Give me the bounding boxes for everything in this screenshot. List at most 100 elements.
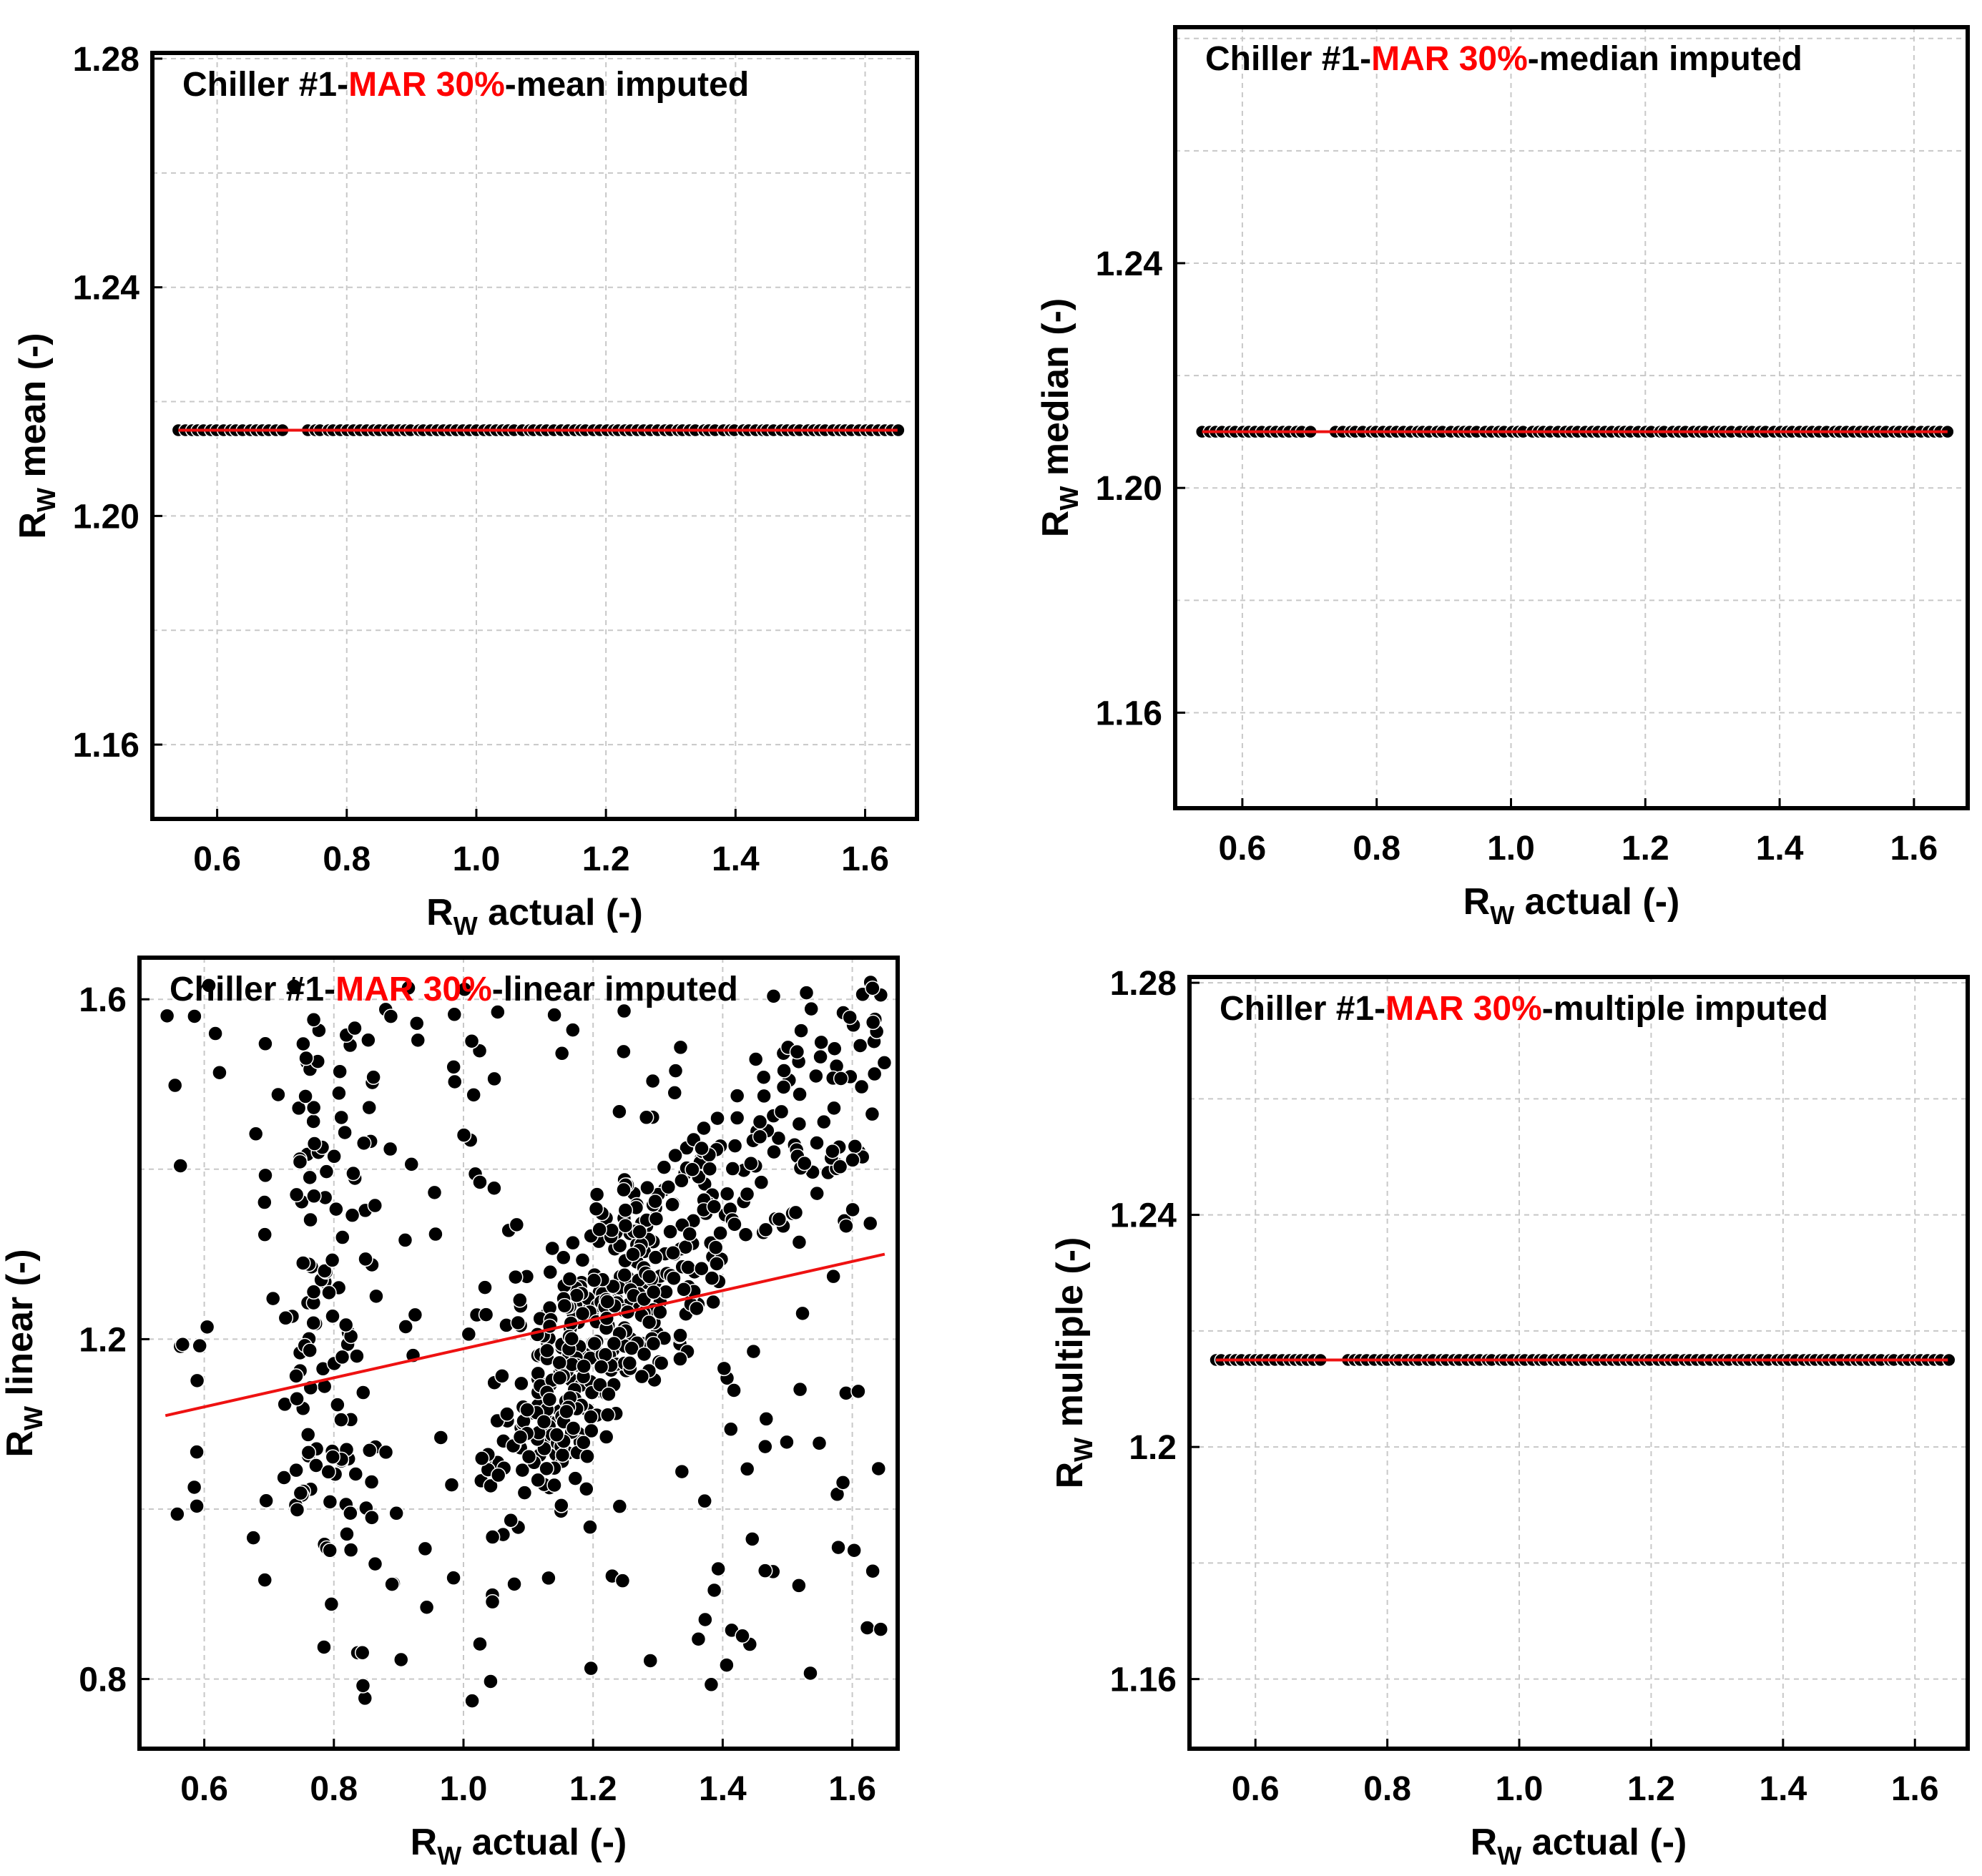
data-point [601, 1386, 617, 1403]
data-point [803, 1665, 818, 1681]
y-tick-label: 1.2 [1129, 1429, 1177, 1467]
x-tick-label: 1.2 [1627, 1770, 1675, 1808]
data-point [592, 1222, 607, 1237]
data-point [632, 1224, 647, 1239]
x-tick-label: 0.8 [1353, 830, 1400, 868]
data-point [564, 1331, 579, 1347]
data-point [727, 1138, 743, 1154]
data-point [192, 1337, 207, 1354]
data-point [638, 1109, 654, 1126]
data-point [503, 1513, 519, 1528]
data-point [795, 1305, 810, 1322]
data-point [694, 1140, 710, 1156]
x-tick-label: 1.0 [1487, 830, 1535, 868]
y-tick-label: 1.20 [1096, 470, 1162, 508]
data-point [647, 1193, 663, 1209]
data-point [483, 1478, 499, 1494]
x-tick-label: 1.2 [582, 840, 630, 878]
data-point [494, 1368, 510, 1384]
data-point [167, 1077, 183, 1094]
data-point [793, 1023, 809, 1038]
data-point [588, 1201, 604, 1217]
data-point [579, 1481, 594, 1497]
data-point [758, 1411, 775, 1427]
data-point [862, 1215, 878, 1232]
data-point [295, 1036, 311, 1052]
data-point [866, 1066, 883, 1082]
data-point [290, 1100, 307, 1116]
x-tick-label: 1.6 [1891, 1770, 1939, 1808]
data-point [320, 1464, 336, 1480]
data-point [757, 1438, 773, 1455]
data-point [508, 1269, 524, 1285]
data-point [565, 1234, 581, 1251]
x-tick-label: 1.4 [1756, 830, 1804, 868]
data-point [382, 1141, 398, 1157]
data-point [305, 1099, 322, 1116]
data-point [305, 1012, 322, 1028]
panel-title-accent: MAR 30% [1385, 990, 1542, 1028]
data-point [745, 1531, 760, 1547]
data-point [456, 1127, 472, 1143]
data-point [756, 1088, 772, 1104]
data-point [582, 1519, 598, 1535]
data-point [616, 1003, 632, 1019]
x-tick-label: 1.0 [453, 840, 501, 878]
data-point [328, 1201, 344, 1217]
data-point [712, 1225, 728, 1241]
y-axis-title-rest: median (-) [1035, 298, 1076, 486]
x-axis-title: RW actual (-) [426, 892, 643, 941]
data-point [685, 1162, 700, 1177]
data-point [347, 1020, 363, 1036]
y-axis-title-main: R [12, 512, 54, 539]
panel-title-part: -linear imputed [492, 971, 738, 1008]
data-point [556, 1297, 573, 1314]
data-point [850, 1383, 866, 1400]
data-point [378, 1444, 394, 1460]
x-tick-label: 1.2 [1622, 830, 1669, 868]
data-point [472, 1174, 488, 1190]
data-point [308, 1458, 324, 1473]
y-axis-title-rest: mean (-) [12, 333, 54, 488]
data-point [257, 1036, 273, 1052]
data-point [729, 1110, 745, 1126]
data-point [813, 1034, 829, 1051]
y-tick-label: 1.20 [73, 498, 139, 536]
data-point [617, 1217, 634, 1234]
data-point [667, 1085, 682, 1101]
data-point [791, 1116, 808, 1132]
data-point [245, 1530, 261, 1546]
data-point [586, 1272, 602, 1288]
data-point [288, 1462, 304, 1478]
data-point [514, 1375, 529, 1392]
data-point [702, 1161, 718, 1177]
data-point [544, 1240, 560, 1257]
x-tick-label: 0.8 [1363, 1770, 1411, 1808]
data-point [418, 1599, 435, 1616]
data-point [288, 1187, 305, 1203]
data-point [832, 1159, 848, 1175]
data-point [478, 1307, 494, 1322]
data-point [842, 1009, 858, 1026]
data-point [514, 1462, 531, 1478]
data-point [697, 1611, 713, 1628]
data-point [798, 985, 815, 1001]
data-point [593, 1359, 609, 1375]
data-point [433, 1430, 449, 1445]
data-point [743, 1156, 759, 1172]
data-point [726, 1383, 742, 1398]
y-axis-title-main: R [1049, 1462, 1091, 1489]
panel-title-accent: MAR 30% [335, 971, 492, 1008]
x-tick-label: 0.6 [193, 840, 241, 878]
data-point [723, 1421, 739, 1438]
data-point [512, 1292, 528, 1308]
panel-title: Chiller #1-MAR 30%-median imputed [1205, 40, 1802, 78]
data-point [295, 1255, 311, 1271]
data-point [694, 1260, 710, 1277]
data-point [323, 1596, 340, 1612]
data-point [703, 1676, 720, 1693]
data-points [159, 974, 893, 1709]
data-point [792, 1381, 808, 1398]
data-point [549, 1427, 565, 1443]
panel-title-part: Chiller #1- [1205, 40, 1371, 78]
